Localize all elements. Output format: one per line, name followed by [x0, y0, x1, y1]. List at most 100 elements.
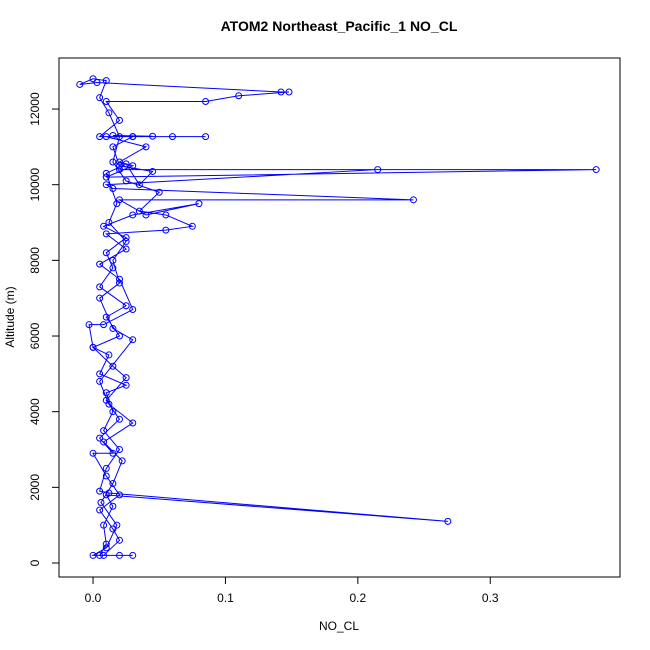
data-point — [116, 551, 124, 559]
x-tick-label: 0.3 — [482, 591, 499, 605]
data-point — [96, 133, 104, 141]
data-point — [409, 196, 417, 204]
data-point — [202, 133, 210, 141]
data-point — [202, 97, 210, 105]
data-point — [109, 143, 117, 151]
x-tick-label: 0.2 — [349, 591, 366, 605]
data-point — [116, 158, 124, 166]
data-point — [96, 434, 104, 442]
data-point — [155, 188, 163, 196]
data-point — [129, 133, 137, 141]
data-point — [116, 446, 124, 454]
y-tick-label: 12000 — [28, 92, 42, 126]
y-tick-label: 6000 — [28, 322, 42, 349]
data-point — [102, 464, 110, 472]
x-tick-label: 0.0 — [85, 591, 102, 605]
data-point — [116, 536, 124, 544]
data-point — [142, 211, 150, 219]
data-point — [109, 362, 117, 370]
data-point — [102, 173, 110, 181]
y-axis-label: Altitude (m) — [3, 286, 17, 347]
data-point — [100, 521, 108, 529]
data-point — [592, 166, 600, 174]
data-point — [96, 377, 104, 385]
data-point — [444, 517, 452, 525]
data-point — [116, 116, 124, 124]
y-tick-label: 0 — [28, 559, 42, 566]
data-point — [102, 77, 110, 85]
data-point — [89, 343, 97, 351]
data-point — [100, 438, 108, 446]
data-point — [122, 234, 130, 242]
data-point — [118, 457, 126, 465]
data-point — [102, 181, 110, 189]
data-point — [96, 551, 104, 559]
data-point — [109, 324, 117, 332]
data-point — [235, 92, 243, 100]
data-point — [102, 472, 110, 480]
data-point — [109, 132, 117, 140]
x-axis-label: NO_CL — [319, 619, 359, 633]
data-point — [109, 408, 117, 416]
data-point — [76, 80, 84, 88]
data-point — [100, 551, 108, 559]
data-line — [79, 78, 597, 556]
data-point — [105, 400, 113, 408]
data-point — [96, 506, 104, 514]
data-point — [96, 294, 104, 302]
data-point — [188, 222, 196, 230]
data-point — [113, 521, 121, 529]
data-point — [129, 306, 137, 314]
data-point — [135, 207, 143, 215]
data-point — [85, 321, 93, 329]
data-point — [102, 249, 110, 257]
data-point — [374, 166, 382, 174]
data-point — [96, 260, 104, 268]
data-point — [122, 245, 130, 253]
data-point — [109, 449, 117, 457]
y-tick-label: 4000 — [28, 398, 42, 425]
data-point — [105, 219, 113, 227]
data-point — [116, 133, 124, 141]
data-point — [277, 88, 285, 96]
data-point — [109, 502, 117, 510]
data-point — [116, 166, 124, 174]
data-point — [116, 415, 124, 423]
data-point — [142, 143, 150, 151]
data-point — [109, 256, 117, 264]
data-point — [96, 487, 104, 495]
data-point — [89, 449, 97, 457]
data-point — [100, 427, 108, 435]
data-point — [102, 133, 110, 141]
data-point — [129, 419, 137, 427]
data-point — [129, 162, 137, 170]
data-point — [102, 97, 110, 105]
data-point — [129, 211, 137, 219]
data-point — [122, 374, 130, 382]
data-point — [100, 321, 108, 329]
data-point — [129, 551, 137, 559]
data-point — [149, 132, 157, 140]
data-point — [195, 200, 203, 208]
data-point — [96, 94, 104, 102]
data-point — [105, 489, 113, 497]
data-point — [116, 279, 124, 287]
data-point — [122, 302, 130, 310]
data-point — [96, 370, 104, 378]
data-point — [109, 264, 117, 272]
data-point — [109, 158, 117, 166]
data-point — [102, 230, 110, 238]
data-point — [102, 389, 110, 397]
data-point — [102, 540, 110, 548]
data-point — [122, 237, 130, 245]
data-point — [100, 222, 108, 230]
data-point — [105, 109, 113, 117]
data-point — [116, 491, 124, 499]
data-point — [122, 160, 130, 168]
data-point — [93, 79, 101, 87]
data-point — [162, 211, 170, 219]
data-point — [97, 498, 105, 506]
data-point — [135, 181, 143, 189]
y-tick-label: 2000 — [28, 474, 42, 501]
